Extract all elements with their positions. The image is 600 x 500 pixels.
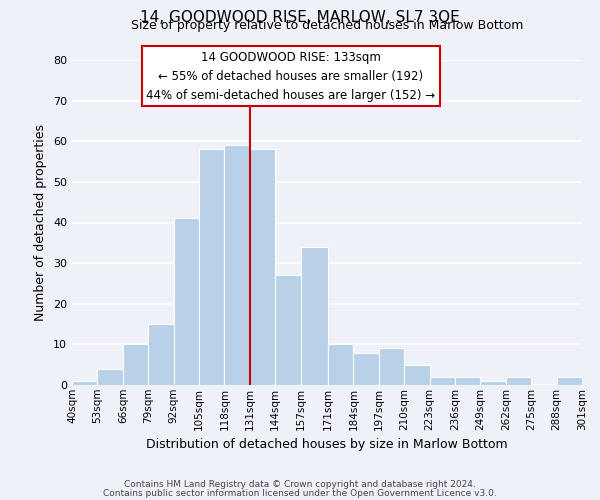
Bar	[430, 377, 455, 385]
Bar	[455, 377, 481, 385]
X-axis label: Distribution of detached houses by size in Marlow Bottom: Distribution of detached houses by size …	[146, 438, 508, 451]
Bar	[353, 352, 379, 385]
Bar	[199, 150, 224, 385]
Bar	[250, 150, 275, 385]
Text: Contains public sector information licensed under the Open Government Licence v3: Contains public sector information licen…	[103, 488, 497, 498]
Text: 14 GOODWOOD RISE: 133sqm
← 55% of detached houses are smaller (192)
44% of semi-: 14 GOODWOOD RISE: 133sqm ← 55% of detach…	[146, 51, 436, 102]
Bar	[173, 218, 199, 385]
Bar	[224, 146, 250, 385]
Bar	[301, 247, 328, 385]
Text: Contains HM Land Registry data © Crown copyright and database right 2024.: Contains HM Land Registry data © Crown c…	[124, 480, 476, 489]
Bar	[328, 344, 353, 385]
Bar	[404, 364, 430, 385]
Bar	[557, 377, 582, 385]
Bar	[97, 369, 123, 385]
Bar	[379, 348, 404, 385]
Bar	[123, 344, 148, 385]
Bar	[275, 276, 301, 385]
Y-axis label: Number of detached properties: Number of detached properties	[34, 124, 47, 321]
Bar	[481, 381, 506, 385]
Bar	[506, 377, 531, 385]
Title: Size of property relative to detached houses in Marlow Bottom: Size of property relative to detached ho…	[131, 20, 523, 32]
Bar	[72, 381, 97, 385]
Bar	[148, 324, 173, 385]
Text: 14, GOODWOOD RISE, MARLOW, SL7 3QE: 14, GOODWOOD RISE, MARLOW, SL7 3QE	[140, 10, 460, 25]
